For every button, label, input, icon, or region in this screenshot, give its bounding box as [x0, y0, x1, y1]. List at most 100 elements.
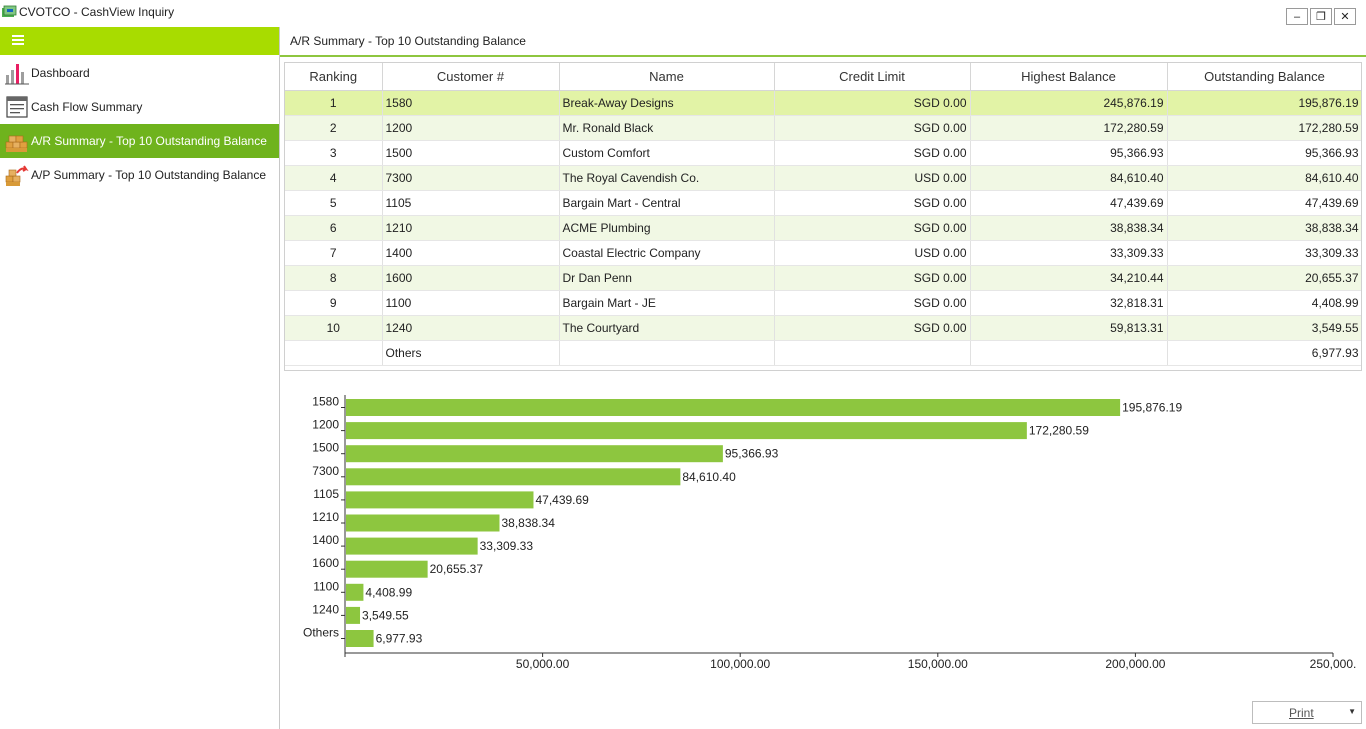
column-header-outstanding-balance[interactable]: Outstanding Balance: [1167, 63, 1361, 91]
y-tick-label: 1400: [312, 533, 339, 547]
y-tick-label: 1105: [313, 487, 339, 501]
bar-value-label: 38,838.34: [501, 516, 555, 530]
minimize-button[interactable]: ‒: [1286, 8, 1308, 25]
cell-customer-number: 1500: [382, 140, 560, 166]
cell-outstanding-balance: 84,610.40: [1167, 165, 1361, 191]
close-button[interactable]: ✕: [1334, 8, 1356, 25]
cell-outstanding-balance: 6,977.93: [1167, 340, 1361, 366]
cell-credit-limit: SGD 0.00: [774, 215, 971, 241]
table-row[interactable]: 5 1105 Bargain Mart - Central SGD 0.00 4…: [285, 190, 1361, 216]
hamburger-menu-icon[interactable]: [12, 35, 24, 46]
bar: [346, 445, 723, 463]
column-header-ranking[interactable]: Ranking: [285, 63, 383, 91]
bar: [346, 630, 374, 647]
cell-name: Bargain Mart - Central: [559, 190, 775, 216]
restore-button[interactable]: ❐: [1310, 8, 1332, 25]
table-row[interactable]: 1 1580 Break-Away Designs SGD 0.00 245,8…: [285, 90, 1361, 116]
cell-name: The Royal Cavendish Co.: [559, 165, 775, 191]
table-row[interactable]: 9 1100 Bargain Mart - JE SGD 0.00 32,818…: [285, 290, 1361, 316]
cell-name: The Courtyard: [559, 315, 775, 341]
cashview-app-icon: [2, 5, 17, 17]
cell-customer-number: 1200: [382, 115, 560, 141]
outstanding-balance-bar-chart: 50,000.00 100,000.00 150,000.00 200,000.00 2…: [284, 385, 1362, 675]
chevron-down-icon[interactable]: ▼: [1348, 707, 1356, 716]
cell-customer-number: 1210: [382, 215, 560, 241]
column-header-highest-balance[interactable]: Highest Balance: [970, 63, 1168, 91]
cell-highest-balance: 95,366.93: [970, 140, 1168, 166]
sidebar-item-label: A/P Summary - Top 10 Outstanding Balance: [31, 168, 267, 182]
sidebar-item-ap-summary[interactable]: A/P Summary - Top 10 Outstanding Balance: [0, 158, 279, 192]
cell-ranking: 8: [285, 265, 383, 291]
cell-credit-limit: SGD 0.00: [774, 265, 971, 291]
sidebar-item-cash-flow-summary[interactable]: Cash Flow Summary: [0, 90, 279, 124]
cell-name: Bargain Mart - JE: [559, 290, 775, 316]
x-tick-label: 250,000.: [1310, 657, 1357, 671]
header-divider: [280, 55, 1366, 57]
document-list-icon: [6, 96, 28, 118]
cell-ranking: 3: [285, 140, 383, 166]
table-row[interactable]: 3 1500 Custom Comfort SGD 0.00 95,366.93…: [285, 140, 1361, 166]
y-tick-label: 1580: [312, 395, 339, 409]
table-row[interactable]: 2 1200 Mr. Ronald Black SGD 0.00 172,280…: [285, 115, 1361, 141]
table-row[interactable]: 6 1210 ACME Plumbing SGD 0.00 38,838.34 …: [285, 215, 1361, 241]
cell-name: Break-Away Designs: [559, 90, 775, 116]
bar: [346, 560, 428, 578]
bar-value-label: 84,610.40: [682, 470, 736, 484]
bar-value-label: 33,309.33: [480, 539, 534, 553]
cell-outstanding-balance: 95,366.93: [1167, 140, 1361, 166]
print-button-label: Print: [1289, 706, 1314, 720]
cell-customer-number: 1105: [382, 190, 560, 216]
sidebar-header: [0, 27, 279, 55]
table-row[interactable]: 8 1600 Dr Dan Penn SGD 0.00 34,210.44 20…: [285, 265, 1361, 291]
bar-value-label: 47,439.69: [535, 493, 589, 507]
cell-credit-limit: SGD 0.00: [774, 315, 971, 341]
bar: [346, 514, 500, 532]
table-row[interactable]: 4 7300 The Royal Cavendish Co. USD 0.00 …: [285, 165, 1361, 191]
cell-highest-balance: 32,818.31: [970, 290, 1168, 316]
cell-credit-limit: USD 0.00: [774, 240, 971, 266]
print-button[interactable]: Print ▼: [1252, 701, 1362, 724]
cell-credit-limit: [774, 340, 971, 366]
sidebar-item-dashboard[interactable]: Dashboard: [0, 56, 279, 90]
cell-ranking: 5: [285, 190, 383, 216]
sidebar-item-ar-summary[interactable]: A/R Summary - Top 10 Outstanding Balance: [0, 124, 279, 158]
sidebar-item-label: A/R Summary - Top 10 Outstanding Balance: [31, 134, 267, 148]
sidebar-item-label: Dashboard: [31, 66, 90, 80]
cell-credit-limit: USD 0.00: [774, 165, 971, 191]
y-tick-label: 1240: [312, 602, 339, 616]
cell-customer-number: 1100: [382, 290, 560, 316]
table-row[interactable]: 7 1400 Coastal Electric Company USD 0.00…: [285, 240, 1361, 266]
bar: [346, 606, 361, 624]
cell-customer-number: 1600: [382, 265, 560, 291]
x-tick-label: 50,000.00: [516, 657, 570, 671]
cell-highest-balance: 33,309.33: [970, 240, 1168, 266]
column-header-credit-limit[interactable]: Credit Limit: [774, 63, 971, 91]
cell-outstanding-balance: 33,309.33: [1167, 240, 1361, 266]
cell-outstanding-balance: 3,549.55: [1167, 315, 1361, 341]
cell-ranking: 1: [285, 90, 383, 116]
table-row[interactable]: Others 6,977.93: [285, 340, 1361, 366]
page-title: A/R Summary - Top 10 Outstanding Balance: [290, 34, 526, 48]
cell-customer-number: 1580: [382, 90, 560, 116]
bar: [346, 491, 534, 509]
bar-value-label: 95,366.93: [725, 447, 779, 461]
bar: [346, 422, 1027, 440]
table-header-row: Ranking Customer # Name Credit Limit Hig…: [285, 63, 1361, 91]
column-header-customer-number[interactable]: Customer #: [382, 63, 560, 91]
cell-highest-balance: 38,838.34: [970, 215, 1168, 241]
y-tick-label: Others: [303, 626, 339, 640]
cell-ranking: 2: [285, 115, 383, 141]
cell-name: Coastal Electric Company: [559, 240, 775, 266]
bar-value-label: 195,876.19: [1122, 401, 1182, 415]
cell-customer-number: 7300: [382, 165, 560, 191]
cell-highest-balance: 245,876.19: [970, 90, 1168, 116]
cell-credit-limit: SGD 0.00: [774, 140, 971, 166]
column-header-name[interactable]: Name: [559, 63, 775, 91]
cell-ranking: 7: [285, 240, 383, 266]
bar-value-label: 4,408.99: [365, 585, 412, 599]
cell-name: Mr. Ronald Black: [559, 115, 775, 141]
cell-outstanding-balance: 195,876.19: [1167, 90, 1361, 116]
table-row[interactable]: 10 1240 The Courtyard SGD 0.00 59,813.31…: [285, 315, 1361, 341]
cell-ranking: 6: [285, 215, 383, 241]
ar-summary-table: Ranking Customer # Name Credit Limit Hig…: [284, 62, 1362, 371]
